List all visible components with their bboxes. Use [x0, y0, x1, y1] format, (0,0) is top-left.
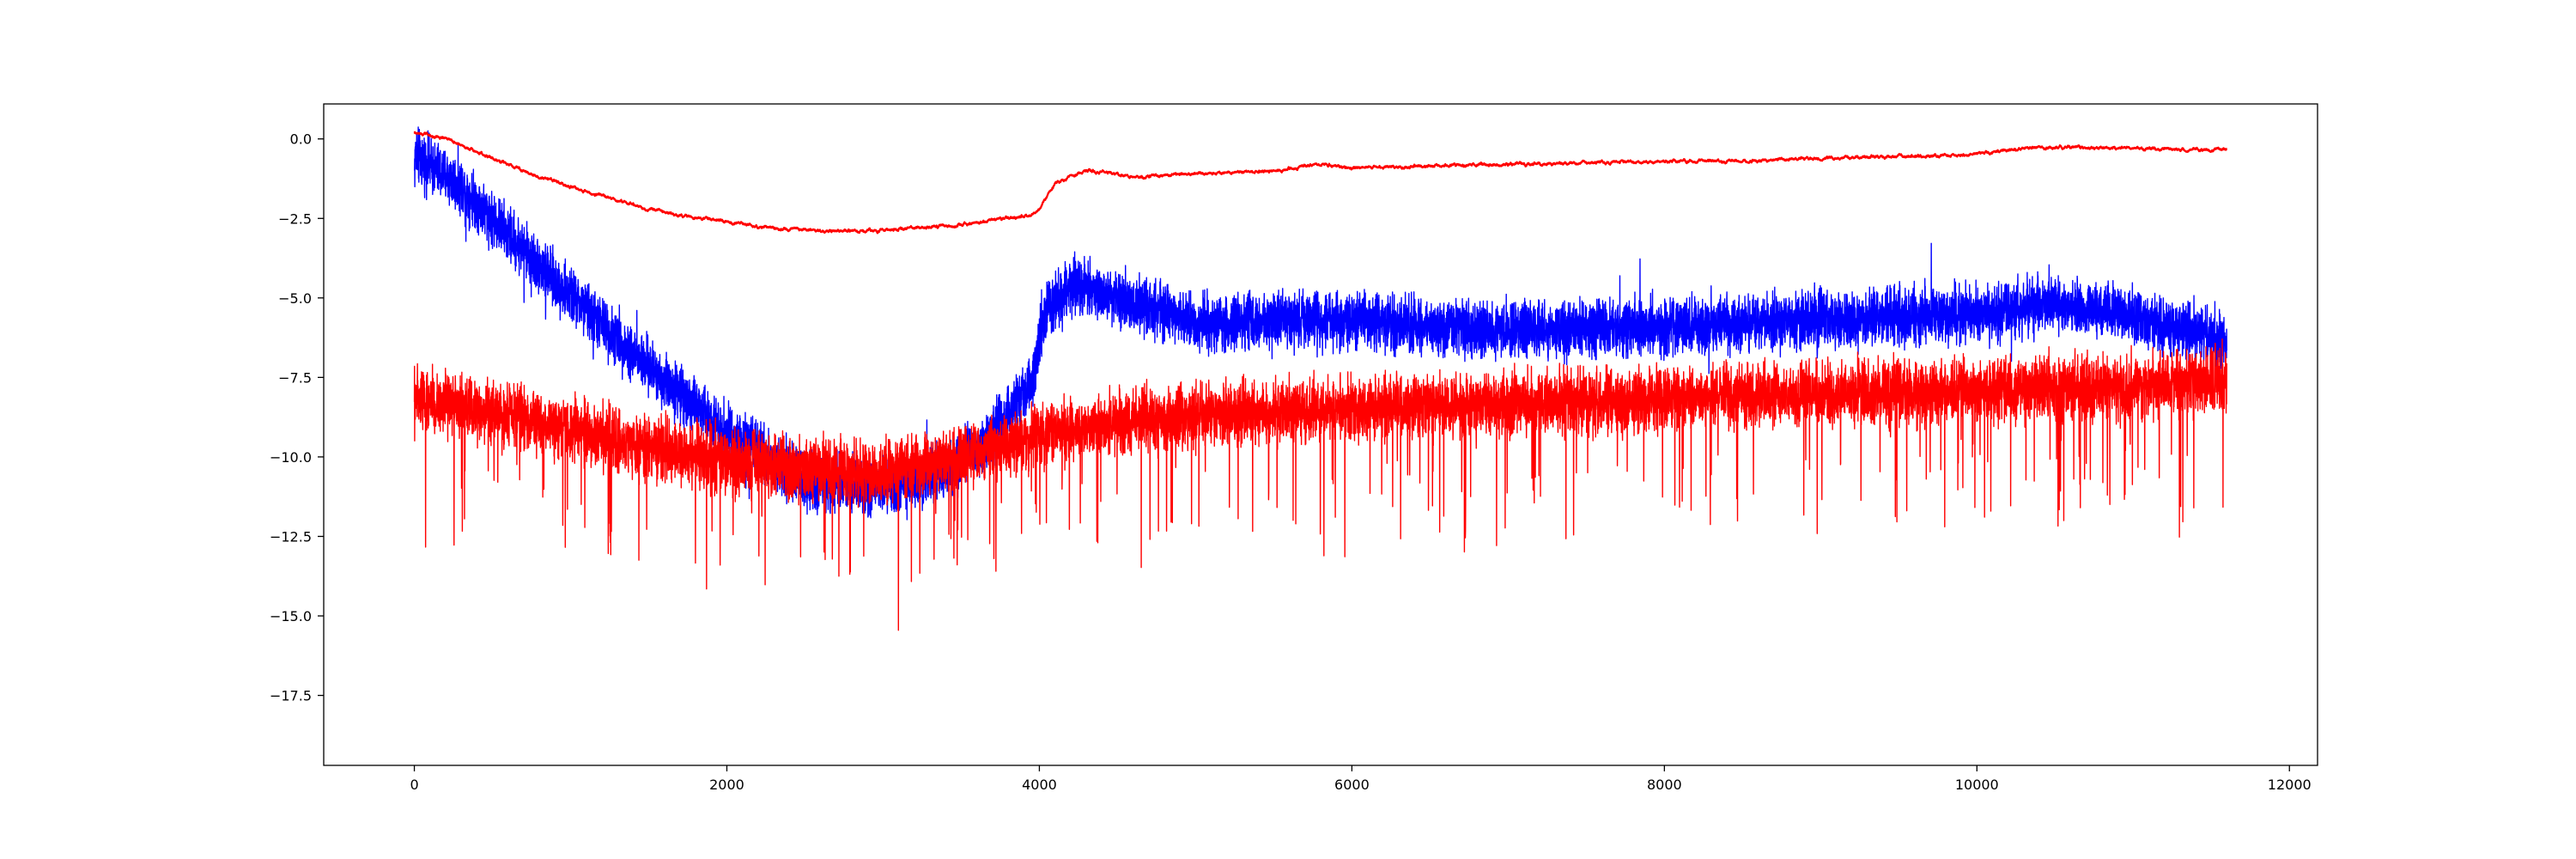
y-tick-label: −10.0	[270, 449, 312, 466]
y-tick-label: −5.0	[278, 290, 312, 307]
y-tick-label: −2.5	[278, 210, 312, 227]
series-line-2	[413, 338, 2227, 631]
y-tick-label: −17.5	[270, 688, 312, 704]
plot-area-frame	[323, 103, 2318, 766]
x-tick-label: 2000	[709, 777, 744, 793]
y-tick-label: 0.0	[290, 131, 312, 148]
x-axis: 0 2000 4000 6000 8000 10000 12000	[410, 765, 2312, 793]
x-tick-label: 0	[410, 777, 418, 793]
x-tick-label: 8000	[1647, 777, 1682, 793]
y-axis: 0.0 −2.5 −5.0 −7.5 −10.0 −12.5 −15.0 −17.5	[270, 131, 324, 704]
y-tick-label: −15.0	[270, 608, 312, 624]
x-tick-label: 6000	[1334, 777, 1370, 793]
y-tick-label: −12.5	[270, 528, 312, 545]
y-tick-label: −7.5	[278, 369, 312, 386]
x-tick-label: 10000	[1955, 777, 1999, 793]
series-layer	[413, 126, 2228, 631]
x-tick-label: 4000	[1022, 777, 1057, 793]
series-line-3	[413, 131, 2228, 235]
series-line-1	[413, 126, 2227, 521]
x-tick-label: 12000	[2268, 777, 2312, 793]
